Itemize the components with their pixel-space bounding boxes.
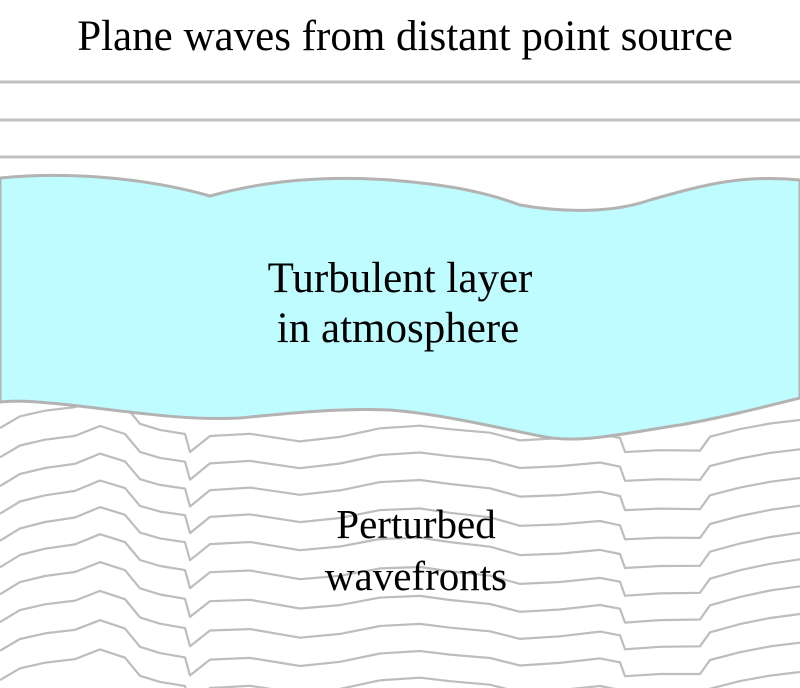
perturbed-wavefront-7 <box>0 561 800 624</box>
turbulent-layer-label-line1: Turbulent layer <box>268 255 533 302</box>
diagram-title: Plane waves from distant point source <box>77 13 733 60</box>
perturbed-wavefront-6 <box>0 533 800 597</box>
plane-wavefronts <box>0 80 800 159</box>
perturbed-wavefronts <box>0 396 800 688</box>
perturbed-wavefront-5 <box>0 506 800 570</box>
perturbed-wavefronts-label-line1: Perturbed <box>336 501 495 547</box>
turbulent-layer <box>0 173 800 441</box>
perturbed-wavefront-8 <box>0 589 800 651</box>
perturbed-wavefront-4 <box>0 479 800 541</box>
perturbed-wavefronts-label-line2: wavefronts <box>325 553 507 599</box>
turbulent-layer-label-line2: in atmosphere <box>277 305 519 352</box>
perturbed-wavefront-10 <box>0 648 800 688</box>
perturbed-wavefront-2 <box>0 424 800 482</box>
perturbed-wavefront-3 <box>0 452 800 512</box>
perturbed-wavefront-9 <box>0 619 800 678</box>
